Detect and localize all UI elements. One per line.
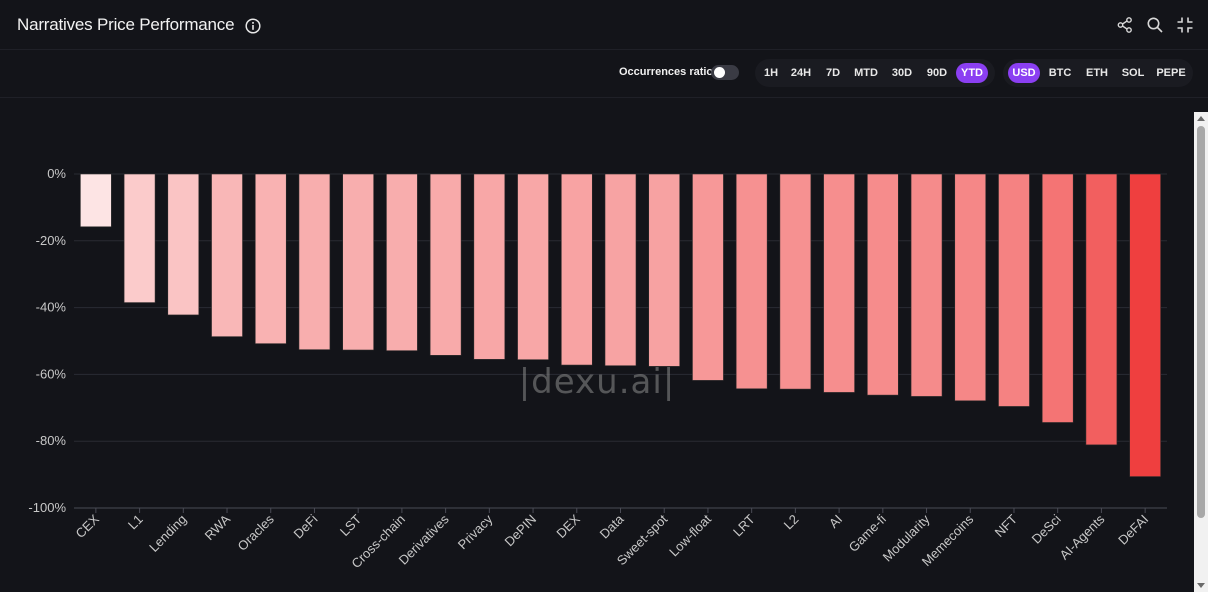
chart-header: Narratives Price Performance (0, 0, 1208, 50)
bar-rwa[interactable] (211, 173, 243, 337)
x-tick-label: LRT (730, 511, 758, 539)
vertical-scrollbar[interactable] (1194, 112, 1208, 592)
bar-desci[interactable] (1041, 173, 1074, 423)
bar-low-float[interactable] (692, 173, 724, 381)
occurrences-ratio-toggle[interactable] (711, 65, 739, 80)
scroll-up-icon[interactable] (1197, 116, 1205, 121)
y-tick-label: -60% (36, 366, 67, 381)
bar-privacy[interactable] (473, 173, 506, 360)
timeframe-ytd[interactable]: YTD (956, 63, 988, 83)
timeframe-1h[interactable]: 1H (763, 67, 779, 79)
bar-data[interactable] (604, 173, 637, 367)
x-tick-label: AI-Agents (1057, 511, 1108, 562)
bar-memecoins[interactable] (954, 173, 987, 402)
search-icon[interactable] (1146, 16, 1164, 34)
x-tick-label: DEX (553, 511, 583, 541)
chart-toolbar: Occurrences ratio 1H 24H 7D MTD 30D 90D YTD US… (0, 50, 1208, 98)
bar-oracles[interactable] (254, 173, 287, 344)
bar-cex[interactable] (80, 173, 112, 228)
x-tick-label: LST (337, 511, 365, 539)
x-tick-label: NFT (992, 511, 1021, 540)
currency-selector: USD BTC ETH SOL PEPE (1003, 59, 1193, 87)
bar-defai[interactable] (1129, 173, 1161, 477)
bar-lst[interactable] (342, 173, 374, 351)
occurrences-ratio-label: Occurrences ratio (619, 66, 714, 78)
timeframe-90d[interactable]: 90D (926, 67, 948, 79)
bar-depin[interactable] (517, 173, 549, 361)
timeframe-30d[interactable]: 30D (891, 67, 913, 79)
x-tick-label: DeFAI (1115, 512, 1151, 548)
timeframe-selector: 1H 24H 7D MTD 30D 90D YTD (755, 59, 995, 87)
y-tick-label: -40% (36, 300, 67, 315)
bar-l2[interactable] (779, 173, 812, 390)
y-tick-label: -20% (36, 233, 67, 248)
bar-lrt[interactable] (735, 173, 768, 390)
bar-ai[interactable] (823, 173, 855, 393)
x-tick-label: Lending (146, 512, 189, 555)
x-tick-label: DeFi (291, 511, 321, 541)
timeframe-24h[interactable]: 24H (790, 67, 812, 79)
page-title: Narratives Price Performance (17, 15, 235, 34)
currency-pepe[interactable]: PEPE (1156, 67, 1186, 79)
bar-modularity[interactable] (910, 173, 943, 397)
bar-sweet-spot[interactable] (648, 173, 681, 367)
bar-ai-agents[interactable] (1085, 173, 1118, 446)
x-tick-label: Game-fi (846, 511, 889, 554)
bar-defi[interactable] (298, 173, 331, 350)
bar-nft[interactable] (998, 173, 1030, 407)
bar-derivatives[interactable] (429, 173, 462, 356)
bar-game-fi[interactable] (867, 173, 899, 396)
x-tick-label: Data (597, 511, 628, 542)
currency-btc[interactable]: BTC (1048, 67, 1072, 79)
y-tick-label: -100% (28, 500, 66, 515)
toggle-knob (714, 67, 725, 78)
x-tick-label: L2 (781, 512, 802, 533)
scroll-thumb[interactable] (1197, 126, 1205, 518)
x-tick-label: CEX (72, 511, 102, 541)
x-tick-label: DePIN (501, 512, 539, 550)
info-icon[interactable] (245, 18, 261, 34)
timeframe-mtd[interactable]: MTD (854, 67, 878, 79)
watermark: |dexu.ai| (519, 362, 676, 402)
bar-dex[interactable] (560, 173, 593, 366)
x-tick-label: Privacy (455, 511, 496, 552)
x-tick-label: AI (826, 512, 845, 531)
y-tick-label: 0% (47, 166, 66, 181)
timeframe-7d[interactable]: 7D (825, 67, 841, 79)
currency-usd[interactable]: USD (1008, 63, 1040, 83)
currency-sol[interactable]: SOL (1121, 67, 1145, 79)
collapse-icon[interactable] (1176, 16, 1194, 34)
bar-l1[interactable] (123, 173, 156, 303)
x-tick-label: L1 (125, 512, 146, 533)
currency-eth[interactable]: ETH (1086, 67, 1108, 79)
share-icon[interactable] (1116, 16, 1134, 34)
y-tick-label: -80% (36, 433, 67, 448)
x-tick-label: Low-float (666, 511, 714, 559)
bar-chart: 0% -20% -40% -60% -80% -100% CEX L1 Lending RWA O… (28, 166, 1167, 571)
x-tick-label: DeSci (1029, 511, 1064, 546)
scroll-down-icon[interactable] (1197, 583, 1205, 588)
x-tick-label: RWA (202, 511, 234, 543)
bar-lending[interactable] (167, 173, 200, 316)
x-tick-label: Oracles (235, 511, 278, 554)
bar-cross-chain[interactable] (386, 173, 418, 351)
